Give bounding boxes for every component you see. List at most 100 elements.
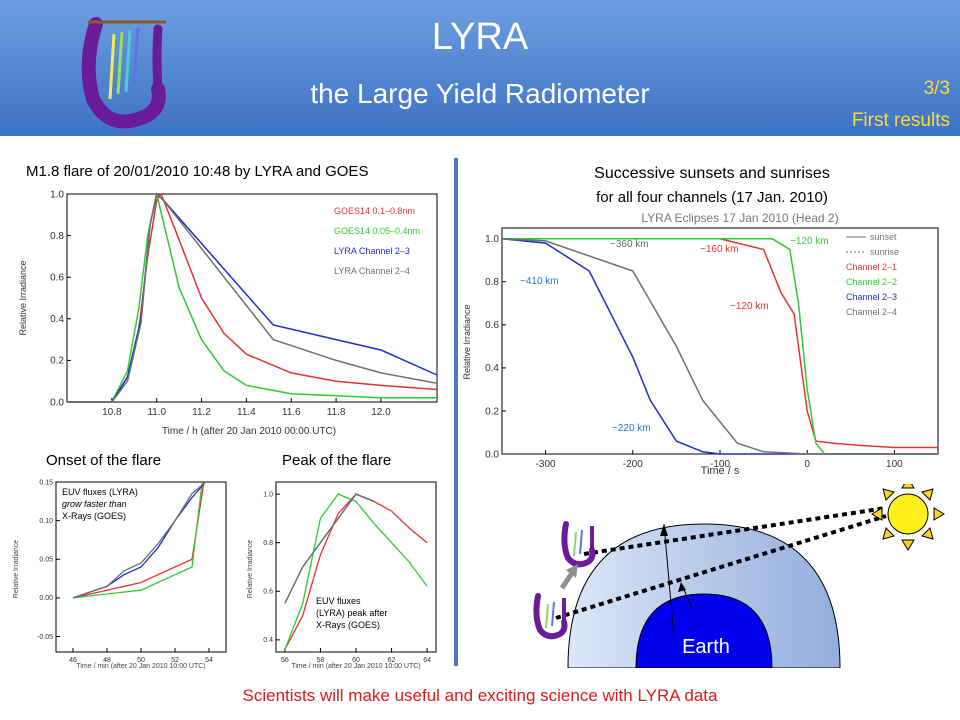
orbit-diagram: Earth: [533, 484, 945, 668]
x-tick-label: -300: [536, 459, 556, 470]
onset-note-3: X-Rays (GOES): [62, 511, 126, 521]
legend-entry: Channel 2–4: [846, 307, 897, 317]
earth-disc: [635, 593, 773, 668]
eclipse-annotation: ~220 km: [612, 423, 651, 434]
eclipse-caption-2: for all four channels (17 Jan. 2010): [596, 189, 828, 206]
x-tick-label: 11.8: [327, 407, 346, 418]
x-tick-label: 60: [352, 657, 360, 664]
y-tick-label: 0.6: [50, 273, 64, 284]
y-tick-label: 0.0: [50, 397, 64, 408]
eclipse-caption-1: Successive sunsets and sunrises: [594, 165, 830, 182]
peak-note-2: (LYRA) peak after: [316, 608, 387, 618]
lyra-logo: [81, 17, 166, 129]
onset-note-2: grow faster than: [62, 499, 127, 509]
x-tick-label: 56: [281, 657, 289, 664]
y-tick-label: 0.8: [485, 277, 499, 288]
y-tick-label: 1.0: [263, 491, 273, 498]
y-tick-label: 0.4: [263, 637, 273, 644]
y-tick-label: 0.4: [50, 314, 64, 325]
onset-note: EUV fluxes (LYRA) grow faster than X-Ray…: [62, 487, 140, 521]
legend-entry: sunset: [870, 232, 897, 242]
eclipse-annotation: ~120 km: [730, 301, 769, 312]
x-tick-label: 48: [103, 657, 111, 664]
series-line: [72, 481, 205, 599]
eclipse-annotation: ~410 km: [520, 276, 559, 287]
y-tick-label: 0.2: [50, 356, 64, 367]
footer-note: Scientists will make useful and exciting…: [242, 686, 718, 705]
y-tick-label: 0.8: [50, 231, 64, 242]
onset-caption: Onset of the flare: [46, 452, 162, 469]
page-title: LYRA: [431, 16, 529, 58]
y-tick-label: -0.05: [37, 634, 53, 641]
peak-note-1: EUV fluxes: [316, 596, 361, 606]
onset-note-1: EUV fluxes (LYRA): [62, 487, 138, 497]
eclipse-annotation: ~160 km: [700, 244, 739, 255]
x-tick-label: 0: [804, 459, 810, 470]
y-tick-label: 0.8: [263, 540, 273, 547]
flare-legend: GOES14 0.1–0.8nm GOES14 0.05–0.4nm LYRA Ch…: [334, 206, 420, 276]
flare-xlabel: Time / h (after 20 Jan 2010 00:00 UTC): [162, 426, 336, 437]
legend-entry: GOES14 0.1–0.8nm: [334, 206, 415, 216]
x-tick-label: 54: [205, 657, 213, 664]
x-tick-label: -200: [623, 459, 643, 470]
peak-note: EUV fluxes (LYRA) peak after X-Rays (GOE…: [316, 596, 390, 630]
y-tick-label: 0.2: [485, 406, 499, 417]
series-line: [67, 192, 438, 403]
eclipse-plot-title: LYRA Eclipses 17 Jan 2010 (Head 2): [641, 211, 838, 225]
legend-entry: GOES14 0.05–0.4nm: [334, 226, 420, 236]
series-line: [284, 493, 375, 604]
y-tick-label: 0.4: [485, 363, 499, 374]
page-number: 3/3: [923, 78, 950, 99]
series-line: [284, 493, 428, 650]
eclipse-chart: LYRA Eclipses 17 Jan 2010 (Head 2) Relat…: [462, 211, 939, 477]
legend-entry: Channel 2–2: [846, 277, 897, 287]
x-tick-label: 58: [317, 657, 325, 664]
x-tick-label: 46: [69, 657, 77, 664]
legend-entry: Channel 2–3: [846, 292, 897, 302]
series-line: [501, 238, 938, 455]
x-tick-label: 62: [388, 657, 396, 664]
eclipse-legend: sunset sunrise Channel 2–1 Channel 2–2 Chann…: [846, 232, 899, 317]
sun-icon: [871, 484, 945, 551]
peak-xlabel: Time / min (after 20 Jan 2010 10:00 UTC): [291, 663, 420, 670]
series-line: [502, 238, 938, 449]
x-tick-label: 52: [171, 657, 179, 664]
eclipse-ylabel: Relative Irradiance: [462, 304, 472, 379]
x-tick-label: 100: [886, 459, 903, 470]
eclipse-annotations: ~360 km ~160 km ~120 km ~410 km ~120 km ~220 …: [520, 236, 829, 434]
x-tick-label: 11.0: [147, 407, 166, 418]
lyra-probe-icon: [533, 593, 568, 640]
y-tick-label: 0.6: [263, 589, 273, 596]
motion-arrow-icon: [559, 564, 578, 590]
x-tick-label: 12.0: [371, 407, 391, 418]
y-tick-label: 0.00: [39, 595, 53, 602]
flare-chart: Relative Irradiance Time / h (after 20 J…: [18, 189, 438, 437]
peak-ylabel: Relative Irradiance: [247, 540, 254, 598]
peak-chart: Relative Irradiance Time / min (after 20…: [247, 481, 437, 670]
legend-entry: Channel 2–1: [846, 262, 897, 272]
series-line: [72, 481, 207, 599]
x-tick-label: 11.4: [237, 407, 256, 418]
y-tick-label: 0.6: [485, 320, 499, 331]
flare-ylabel: Relative Irradiance: [18, 260, 28, 335]
x-tick-label: 50: [137, 657, 145, 664]
legend-entry: sunrise: [870, 247, 899, 257]
legend-entry: LYRA Channel 2–4: [334, 266, 410, 276]
x-tick-label: 10.8: [102, 407, 122, 418]
y-tick-label: 1.0: [485, 234, 499, 245]
eclipse-xlabel: Time / s: [701, 465, 740, 477]
series-line: [72, 481, 203, 599]
section-label: First results: [851, 110, 950, 131]
eclipse-annotation: ~120 km: [790, 236, 829, 247]
y-tick-label: 0.0: [485, 449, 499, 460]
onset-ylabel: Relative Irradiance: [13, 540, 20, 598]
legend-entry: LYRA Channel 2–3: [334, 246, 410, 256]
page-subtitle: the Large Yield Radiometer: [310, 78, 650, 109]
earth-label: Earth: [682, 636, 730, 658]
y-tick-label: 1.0: [50, 189, 64, 200]
y-tick-label: 0.15: [39, 479, 53, 486]
vertical-divider: [454, 158, 458, 666]
y-tick-label: 0.10: [39, 518, 53, 525]
flare-caption: M1.8 flare of 20/01/2010 10:48 by LYRA a…: [26, 163, 369, 180]
x-tick-label: -100: [710, 459, 730, 470]
